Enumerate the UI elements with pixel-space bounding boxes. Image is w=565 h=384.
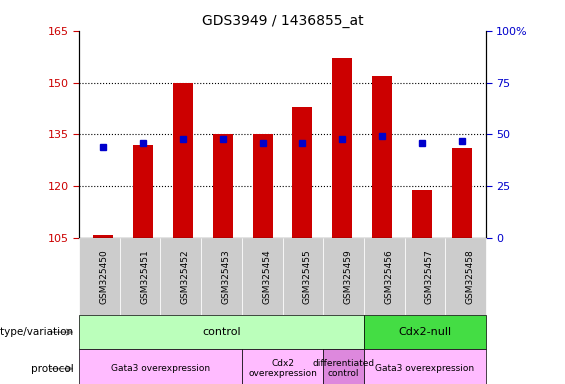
Text: control: control [202,327,241,337]
Text: GSM325456: GSM325456 [384,249,393,304]
Bar [173,83,193,238]
Text: protocol: protocol [31,364,73,374]
Bar [412,190,432,238]
Text: GSM325459: GSM325459 [344,249,353,304]
Text: GSM325452: GSM325452 [181,249,190,304]
Text: GSM325457: GSM325457 [425,249,434,304]
Bar [93,235,113,238]
Text: Gata3 overexpression: Gata3 overexpression [111,364,210,373]
Bar [293,107,312,238]
Text: GSM325454: GSM325454 [262,249,271,304]
Bar [452,148,472,238]
Text: GSM325455: GSM325455 [303,249,312,304]
Text: genotype/variation: genotype/variation [0,327,73,337]
Bar [332,58,353,238]
Text: Gata3 overexpression: Gata3 overexpression [375,364,475,373]
Text: Cdx2-null: Cdx2-null [398,327,451,337]
Bar [212,134,233,238]
Text: GSM325450: GSM325450 [99,249,108,304]
Bar [372,76,392,238]
Text: differentiated
control: differentiated control [312,359,375,378]
Text: GSM325458: GSM325458 [466,249,475,304]
Bar [133,145,153,238]
Bar [253,134,272,238]
Title: GDS3949 / 1436855_at: GDS3949 / 1436855_at [202,14,363,28]
Text: GSM325453: GSM325453 [221,249,231,304]
Text: Cdx2
overexpression: Cdx2 overexpression [248,359,317,378]
Text: GSM325451: GSM325451 [140,249,149,304]
